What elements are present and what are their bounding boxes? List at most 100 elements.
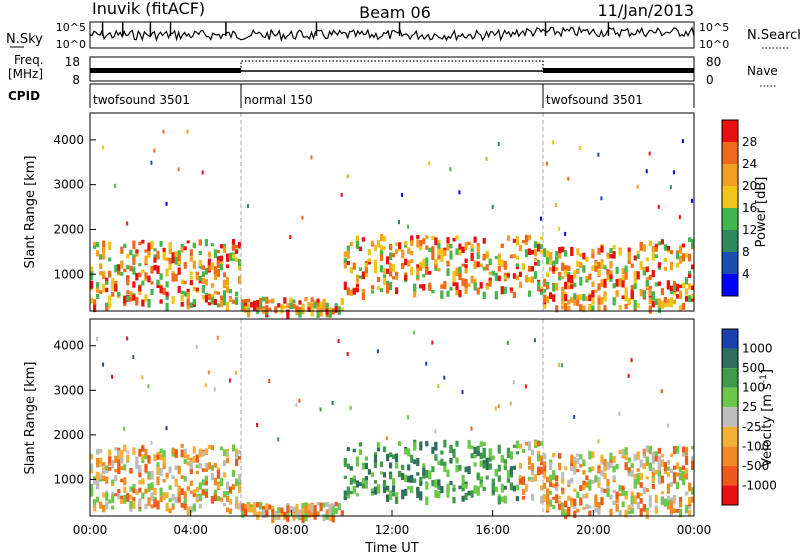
heatmap-scatter-cell [123,426,126,431]
heatmap-cell [401,489,405,497]
heatmap-cell [123,268,127,273]
heatmap-cell [364,476,368,481]
heatmap-cell [527,265,532,272]
heatmap-cell [238,241,242,249]
heatmap-cell [416,234,420,239]
heatmap-cell [138,468,142,478]
heatmap-cell [165,281,169,288]
heatmap-cell [431,246,435,255]
heatmap-cell [340,510,344,516]
heatmap-cell [533,271,538,279]
heatmap-cell [244,305,248,313]
heatmap-cell [660,300,664,309]
heatmap-cell [132,240,136,250]
heatmap-scatter-cell [546,161,548,166]
x-axis-label: Time UT [364,541,418,554]
heatmap-cell [470,275,474,284]
heatmap-cell [669,468,673,474]
heatmap-cell [615,497,619,504]
heatmap-cell [96,448,100,455]
heatmap-cell [413,287,417,292]
heatmap-cell [636,271,640,280]
heatmap-cell [446,268,450,277]
heatmap-cell [558,276,562,281]
colorbar-tick-label: 1000 [742,342,773,356]
heatmap-cell [361,477,365,484]
heatmap-cell [352,448,356,453]
heatmap-cell [488,463,492,468]
heatmap-cell [192,260,196,269]
heatmap-cell [615,491,619,500]
heatmap-cell [174,496,178,504]
heatmap-cell [648,288,652,296]
heatmap-cell [416,264,420,270]
heatmap-cell [549,462,553,471]
heatmap-cell [449,444,453,453]
heatmap-cell [210,283,214,288]
heatmap-cell [150,504,154,509]
heatmap-cell [521,476,526,485]
heatmap-cell [228,508,233,515]
heatmap-cell [231,299,236,304]
heatmap-cell [334,508,338,515]
heatmap-cell [567,278,571,288]
heatmap-cell [645,257,649,262]
heatmap-cell [521,496,526,500]
heatmap-cell [271,514,275,524]
heatmap-cell [428,247,432,253]
heatmap-cell [253,303,257,311]
heatmap-cell [352,485,356,494]
heatmap-cell [159,468,163,477]
heatmap-cell [207,444,211,449]
heatmap-cell [331,514,335,523]
heatmap-cell [446,243,450,248]
heatmap-cell [594,508,598,513]
heatmap-scatter-cell [648,151,651,156]
heatmap-cell [672,446,677,455]
heatmap-cell [452,484,456,491]
heatmap-cell [515,484,519,491]
heatmap-cell [90,287,94,291]
heatmap-cell [639,288,643,297]
heatmap-cell [392,454,396,460]
heatmap-cell [105,492,109,501]
heatmap-cell [573,298,577,306]
heatmap-cell [361,291,365,300]
heatmap-cell [630,507,634,514]
heatmap-cell [216,249,220,254]
heatmap-cell [600,261,604,269]
heatmap-cell [431,446,435,454]
heatmap-cell [183,246,187,251]
heatmap-cell [370,240,375,246]
heatmap-cell [108,270,112,278]
heatmap-cell [518,244,522,252]
heatmap-cell [482,459,486,466]
heatmap-cell [642,463,646,470]
heatmap-cell [183,503,187,508]
heatmap-cell [443,250,447,257]
heatmap-cell [688,273,692,278]
heatmap-cell [425,481,429,490]
heatmap-cell [621,485,625,491]
x-tick-label: 00:00 [677,523,712,537]
heatmap-cell [482,441,486,446]
heatmap-cell [666,281,670,290]
heatmap-cell [558,271,562,276]
heatmap-cell [407,475,411,483]
heatmap-cell [428,470,432,479]
heatmap-cell [401,464,405,470]
heatmap-cell [147,497,151,506]
heatmap-cell [491,491,495,496]
heatmap-cell [576,508,580,513]
heatmap-cell [180,488,184,496]
heatmap-cell [392,276,396,280]
heatmap-scatter-cell [407,224,410,229]
heatmap-cell [111,460,115,469]
heatmap-cell [189,257,193,262]
heatmap-cell [527,290,532,297]
heatmap-cell [379,471,384,475]
heatmap-cell [497,265,501,272]
heatmap-cell [503,458,507,468]
heatmap-cell [401,472,405,480]
